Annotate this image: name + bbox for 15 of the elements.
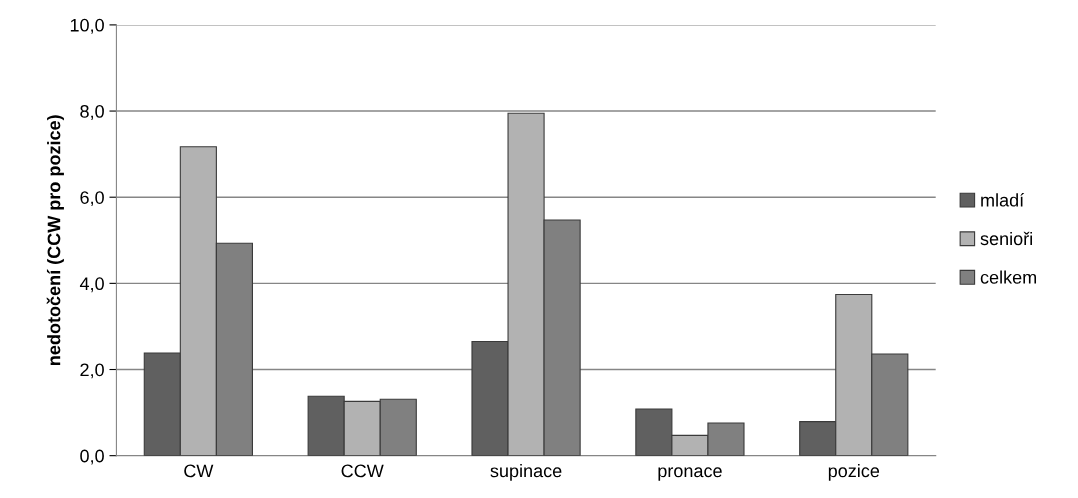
x-tick-label: CCW: [341, 464, 384, 478]
y-axis-title: nedotočení (CCW pro pozice): [46, 115, 64, 365]
x-tick-label: CW: [184, 464, 214, 478]
legend-label: senioři: [980, 231, 1032, 246]
y-tick-label: 0,0: [80, 449, 104, 465]
y-tick-label: 4,0: [79, 277, 104, 293]
legend-label: celkem: [980, 270, 1037, 284]
legend-label: mladí: [981, 193, 1025, 207]
y-tick-label: 2,0: [80, 363, 104, 379]
x-tick-label: supinace: [490, 464, 562, 481]
y-tick-label: 8,0: [80, 104, 104, 120]
x-tick-label: pozice: [828, 464, 880, 481]
y-tick-label: 6,0: [80, 191, 104, 207]
x-tick-label: pronace: [658, 467, 722, 481]
y-tick-label: 10,0: [70, 18, 104, 34]
